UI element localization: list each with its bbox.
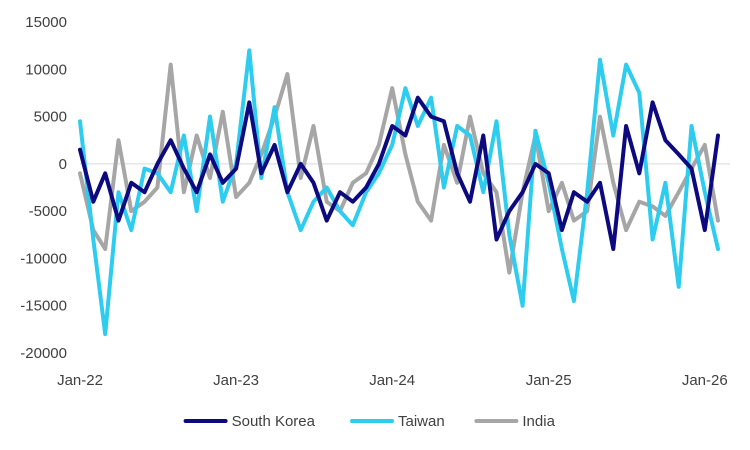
x-tick-label: Jan-25 bbox=[526, 372, 572, 389]
x-tick-label: Jan-24 bbox=[369, 372, 415, 389]
x-tick-label: Jan-22 bbox=[57, 372, 103, 389]
legend-label-taiwan: Taiwan bbox=[398, 413, 445, 430]
y-tick-label: 15000 bbox=[25, 14, 67, 31]
series-line-taiwan bbox=[78, 48, 720, 337]
y-tick-label: 0 bbox=[59, 156, 67, 173]
x-tick-label: Jan-23 bbox=[213, 372, 259, 389]
legend-label-south-korea: South Korea bbox=[232, 413, 316, 430]
y-tick-label: -15000 bbox=[20, 298, 67, 315]
y-tick-label: -20000 bbox=[20, 345, 67, 362]
y-tick-label: -10000 bbox=[20, 250, 67, 267]
legend-label-india: India bbox=[522, 413, 555, 430]
x-axis-ticks: Jan-22 Jan-23 Jan-24 Jan-25 Jan-26 bbox=[57, 372, 728, 389]
y-axis-ticks: 15000 10000 5000 0 -5000 -10000 -15000 -20000 bbox=[20, 14, 67, 362]
y-tick-label: -5000 bbox=[29, 203, 67, 220]
legend: South Korea Taiwan India bbox=[183, 413, 556, 430]
y-tick-label: 10000 bbox=[25, 61, 67, 78]
y-tick-label: 5000 bbox=[34, 109, 67, 126]
series-lines bbox=[78, 48, 720, 337]
x-tick-label: Jan-26 bbox=[682, 372, 728, 389]
series-line-south-korea bbox=[78, 95, 720, 251]
